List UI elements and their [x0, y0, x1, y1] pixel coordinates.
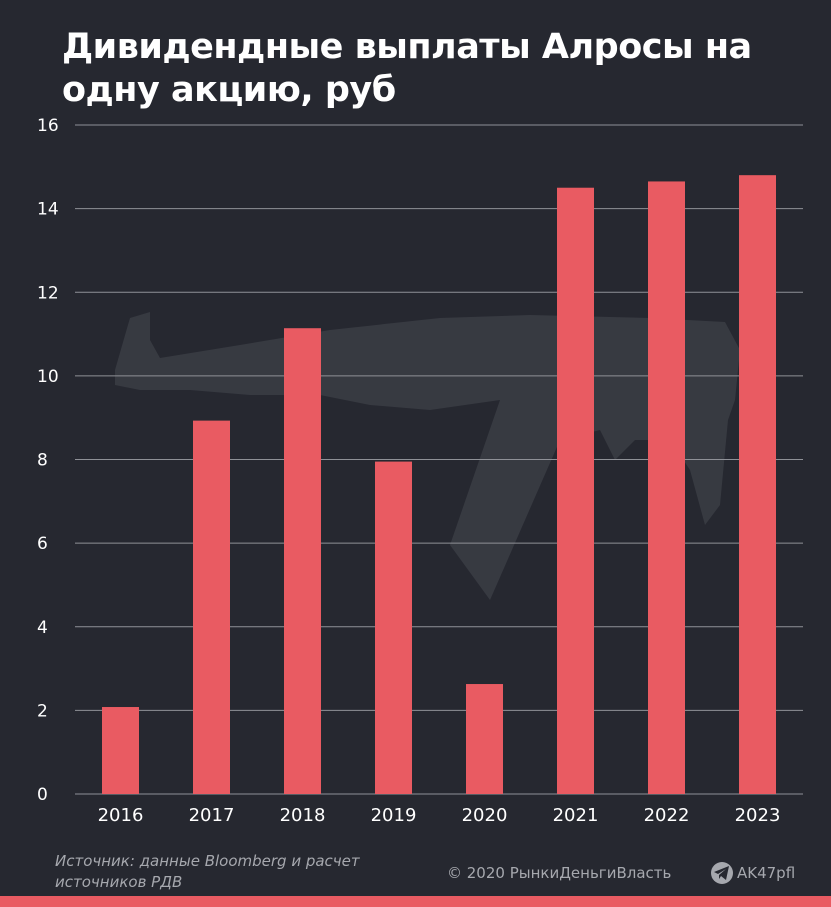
bars — [102, 175, 776, 795]
bar-2017 — [193, 420, 230, 794]
brand-label: AK47pfl — [737, 864, 796, 882]
y-tick-label: 12 — [37, 283, 59, 303]
x-tick-label: 2016 — [98, 805, 144, 826]
y-tick-label: 6 — [37, 534, 48, 554]
x-axis: 2016 2017 2018 2019 2020 2021 2022 2023 — [98, 805, 781, 826]
chart-title: Дивидендные выплаты Алросы на одну акцию… — [62, 27, 752, 110]
bar-2020 — [466, 684, 503, 794]
copyright: © 2020 РынкиДеньгиВласть — [447, 864, 672, 882]
y-tick-label: 0 — [37, 785, 48, 805]
x-tick-label: 2021 — [553, 805, 599, 826]
x-tick-label: 2017 — [189, 805, 235, 826]
y-tick-label: 4 — [37, 618, 48, 638]
bar-2022 — [648, 181, 685, 794]
bar-2018 — [284, 328, 321, 794]
bottom-accent-bar — [0, 896, 831, 907]
y-tick-label: 2 — [37, 701, 48, 721]
source-line-2: источников РДВ — [55, 873, 183, 891]
source-line-1: Источник: данные Bloomberg и расчет — [55, 852, 360, 870]
bar-2016 — [102, 707, 139, 794]
y-tick-label: 10 — [37, 367, 59, 387]
source-note: Источник: данные Bloomberg и расчет исто… — [55, 851, 435, 893]
y-tick-label: 14 — [37, 200, 59, 220]
y-tick-label: 8 — [37, 451, 48, 471]
x-tick-label: 2023 — [735, 805, 781, 826]
x-tick-label: 2022 — [644, 805, 690, 826]
bar-2019 — [375, 461, 412, 794]
x-tick-label: 2018 — [280, 805, 326, 826]
x-tick-label: 2019 — [371, 805, 417, 826]
x-tick-label: 2020 — [462, 805, 508, 826]
y-tick-label: 16 — [37, 116, 59, 136]
y-axis: 0 2 4 6 8 10 12 14 16 — [37, 116, 59, 805]
y-grid — [75, 124, 803, 795]
brand[interactable]: AK47pfl — [711, 862, 795, 884]
bar-2023 — [739, 175, 776, 795]
bar-2021 — [557, 187, 594, 794]
telegram-icon — [711, 862, 733, 884]
